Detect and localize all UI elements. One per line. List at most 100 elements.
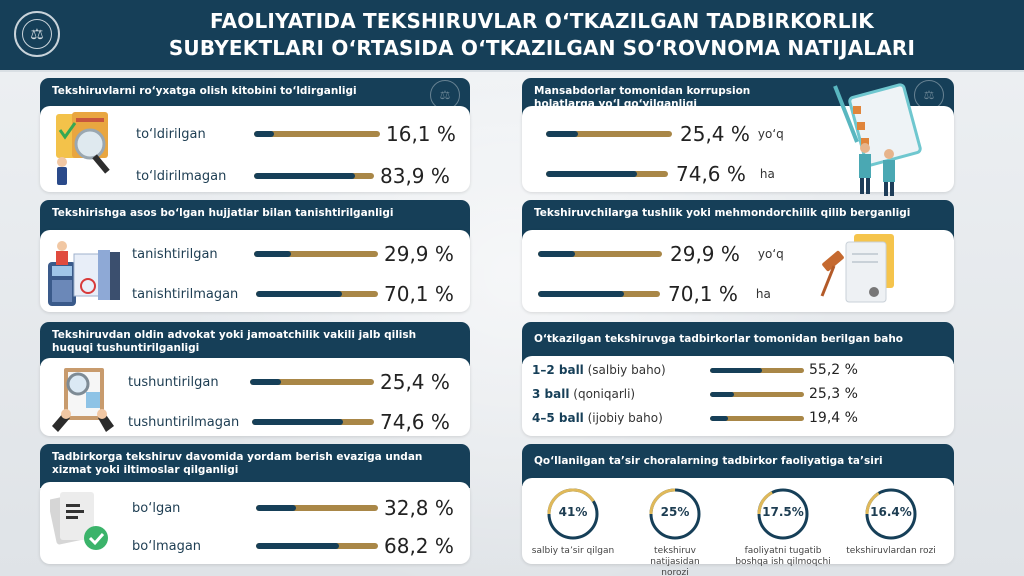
title-line-2: SUBYEKTLARI O‘RTASIDA O‘TKAZILGAN SO‘ROV… bbox=[168, 36, 916, 60]
donut-label: faoliyatni tugatib boshqa ish qilmoqchi bbox=[735, 546, 831, 567]
card-lawyer-right: Tekshiruvdan oldin advokat yoki jamoatch… bbox=[30, 322, 492, 442]
bar-label: tanishtirilgan bbox=[132, 246, 218, 262]
card-documents-familiarized: Tekshirishga asos bo‘lgan hujjatlar bila… bbox=[30, 200, 492, 318]
document-check-illustration bbox=[50, 492, 108, 550]
bar-track bbox=[254, 173, 374, 179]
bar-value: 19,4 % bbox=[809, 410, 858, 426]
bar-value: 16,1 % bbox=[386, 122, 456, 146]
card-registry-book: Tekshiruvlarni ro‘yxatga olish kitobini … bbox=[30, 78, 492, 198]
donut-label: salbiy ta’sir qilgan bbox=[531, 546, 615, 556]
rating-score: 3 ball bbox=[532, 387, 570, 401]
bar-fill bbox=[256, 543, 340, 549]
bar-fill bbox=[256, 291, 342, 297]
donut-arc bbox=[865, 488, 917, 540]
donut-arc bbox=[547, 488, 599, 540]
bar-value: 74,6 % bbox=[676, 162, 746, 186]
donut-value: 41% bbox=[558, 505, 588, 519]
page-title: FAOLIYATIDA TEKSHIRUVLAR O‘TKAZILGAN TAD… bbox=[80, 8, 1004, 62]
bar-fill bbox=[710, 391, 734, 397]
title-line-1: FAOLIYATIDA TEKSHIRUVLAR O‘TKAZILGAN TAD… bbox=[210, 9, 874, 33]
bar-label: yo‘q bbox=[757, 127, 784, 141]
donut-chart: 16.4% bbox=[863, 486, 919, 542]
donut-chart: 25% bbox=[647, 486, 703, 542]
donut-arc bbox=[757, 488, 809, 540]
donut-label: tekshiruvlardan rozi bbox=[846, 546, 936, 556]
bar-fill bbox=[710, 367, 762, 373]
rating-row: 4–5 ball (ijobiy baho) 19,4 % bbox=[532, 410, 858, 426]
bar-label: tanishtirilmagan bbox=[132, 286, 239, 302]
bar-track bbox=[546, 131, 672, 137]
donut-value: 17.5% bbox=[762, 505, 804, 519]
card-corruption-cases: Mansabdorlar tomonidan korrupsion holatl… bbox=[512, 78, 976, 198]
bar-value: 74,6 % bbox=[380, 410, 450, 434]
donut-ring bbox=[547, 488, 599, 540]
donut-ring bbox=[865, 488, 917, 540]
bar-value: 25,4 % bbox=[380, 370, 450, 394]
bar-row: tanishtirilgan 29,9 % bbox=[132, 242, 454, 266]
donut-value: 25% bbox=[660, 505, 690, 519]
rating-label: 3 ball (qoniqarli) bbox=[532, 387, 710, 401]
bar-track bbox=[710, 367, 804, 373]
bar-track bbox=[538, 251, 662, 257]
bar-row: bo‘lgan 32,8 % bbox=[132, 496, 454, 520]
rating-desc: (qoniqarli) bbox=[569, 387, 636, 401]
bar-value: 32,8 % bbox=[384, 496, 454, 520]
card-service-requests: Tadbirkorga tekshiruv davomida yordam be… bbox=[30, 444, 492, 570]
bar-track bbox=[254, 131, 380, 137]
inspection-magnifier-illustration bbox=[56, 112, 110, 185]
bar-fill bbox=[546, 131, 578, 137]
checklist-handshake-illustration bbox=[833, 83, 922, 196]
bar-label: to‘ldirilmagan bbox=[136, 168, 227, 184]
card-ratings: O‘tkazilgan tekshiruvga tadbirkorlar tom… bbox=[512, 322, 976, 442]
bar-label: ha bbox=[755, 287, 771, 301]
bar-value: 29,9 % bbox=[670, 242, 740, 266]
bar-row: to‘ldirilmagan 83,9 % bbox=[136, 164, 450, 188]
page-header: ⚖ FAOLIYATIDA TEKSHIRUVLAR O‘TKAZILGAN T… bbox=[0, 0, 1024, 72]
bar-track bbox=[250, 379, 374, 385]
donut-chart: 17.5% bbox=[755, 486, 811, 542]
bar-row: bo‘lmagan 68,2 % bbox=[132, 534, 454, 558]
donut-item: 17.5% faoliyatni tugatib boshqa ish qilm… bbox=[728, 486, 838, 568]
emblem-seal-icon: ⚖ bbox=[14, 11, 60, 57]
bar-track bbox=[538, 291, 660, 297]
donut-value: 16.4% bbox=[870, 505, 912, 519]
bar-value: 83,9 % bbox=[380, 164, 450, 188]
bar-track bbox=[254, 251, 378, 257]
bar-value: 68,2 % bbox=[384, 534, 454, 558]
bar-track bbox=[256, 291, 378, 297]
bar-fill bbox=[254, 251, 292, 257]
donut-label: tekshiruv natijasidan norozi bbox=[650, 546, 700, 576]
rating-score: 4–5 ball bbox=[532, 411, 584, 425]
donut-ring bbox=[757, 488, 809, 540]
bar-row: 25,4 % yo‘q bbox=[546, 122, 784, 146]
donut-chart: 41% bbox=[545, 486, 601, 542]
bar-value: 55,2 % bbox=[809, 362, 858, 378]
bar-fill bbox=[254, 173, 355, 179]
rating-desc: (salbiy baho) bbox=[583, 363, 666, 377]
rating-row: 1–2 ball (salbiy baho) 55,2 % bbox=[532, 362, 858, 378]
bar-track bbox=[256, 543, 378, 549]
bar-value: 25,4 % bbox=[680, 122, 750, 146]
bar-track bbox=[710, 415, 804, 421]
bar-row: tanishtirilmagan 70,1 % bbox=[132, 282, 454, 306]
bar-fill bbox=[250, 379, 282, 385]
bar-fill bbox=[710, 415, 729, 421]
donut-item: 41% salbiy ta’sir qilgan bbox=[518, 486, 628, 557]
bar-value: 29,9 % bbox=[384, 242, 454, 266]
donut-item: 25% tekshiruv natijasidan norozi bbox=[620, 486, 730, 576]
bar-value: 70,1 % bbox=[668, 282, 738, 306]
card-impact: Qo‘llanilgan ta’sir choralarning tadbirk… bbox=[512, 444, 976, 576]
rating-desc: (ijobiy baho) bbox=[583, 411, 663, 425]
bar-fill bbox=[546, 171, 637, 177]
bar-track bbox=[546, 171, 668, 177]
clipboard-magnifier-illustration bbox=[52, 368, 114, 432]
rating-label: 4–5 ball (ijobiy baho) bbox=[532, 411, 710, 425]
bar-label: bo‘lgan bbox=[132, 500, 181, 516]
donut-arc bbox=[649, 488, 701, 540]
bar-fill bbox=[252, 419, 343, 425]
bar-label: bo‘lmagan bbox=[132, 538, 202, 554]
bar-row: to‘ldirilgan 16,1 % bbox=[136, 122, 456, 146]
bar-row: 29,9 % yo‘q bbox=[538, 242, 784, 266]
bar-label: tushuntirilgan bbox=[128, 374, 219, 390]
bar-track bbox=[252, 419, 374, 425]
